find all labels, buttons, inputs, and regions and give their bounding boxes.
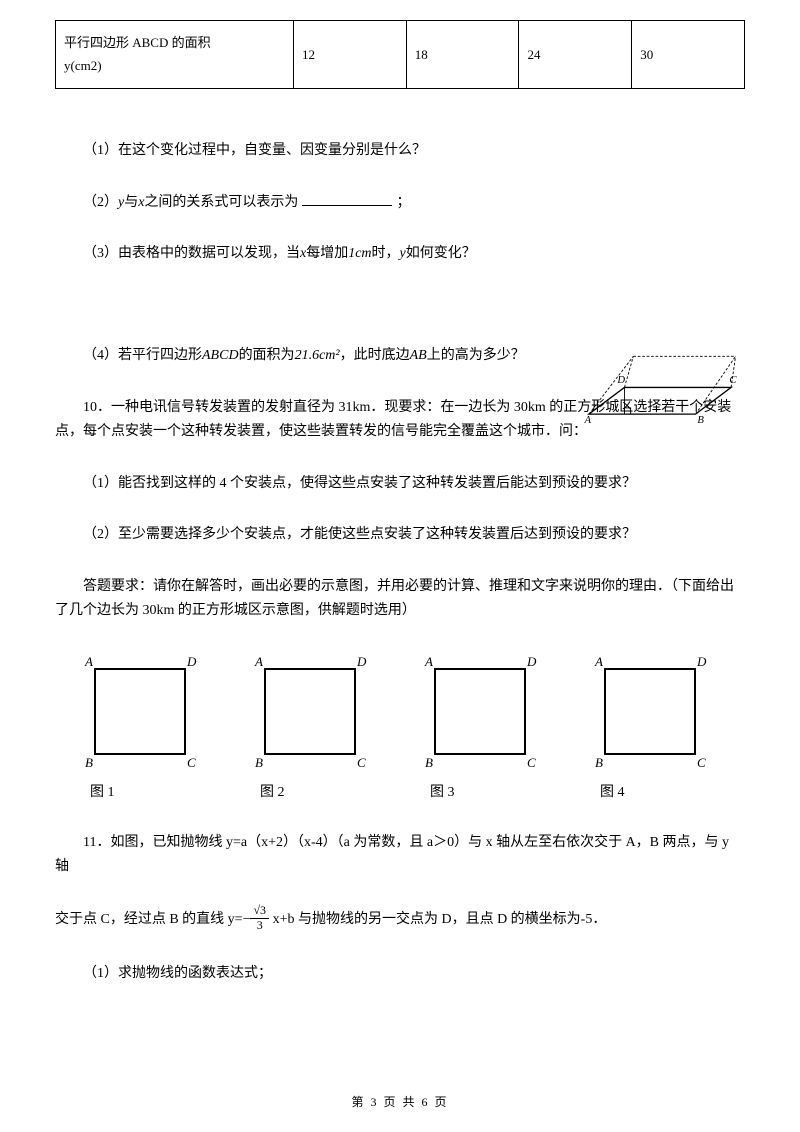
label-a: A	[84, 654, 93, 669]
var-ab: AB	[410, 348, 427, 363]
label-c: C	[187, 755, 196, 770]
q4-mid1: 的面积为	[239, 348, 295, 363]
value-cell: 12	[294, 21, 407, 89]
blank-line	[302, 192, 392, 206]
figure-labels-row: 图 1 图 2 图 3 图 4	[55, 781, 745, 801]
q4-mid2: ，此时底边	[340, 348, 410, 363]
q3-mid2: 时，	[372, 246, 400, 261]
label-d: D	[356, 654, 367, 669]
q3-pre: （3）由表格中的数据可以发现，当	[83, 246, 300, 261]
question-11-sub1: （1）求抛物线的函数表达式；	[55, 962, 745, 986]
label-c: C	[729, 375, 737, 386]
square-fig-4: A D B C	[585, 651, 715, 771]
page-footer: 第 3 页 共 6 页	[0, 1093, 800, 1110]
frac-bot: 3	[250, 919, 269, 932]
q2-post: ；	[396, 195, 410, 210]
fraction-sqrt3-3: √33	[250, 904, 269, 931]
fig-label-1: 图 1	[75, 781, 205, 801]
label-c: C	[697, 755, 706, 770]
label-c: C	[527, 755, 536, 770]
value-cell: 18	[406, 21, 519, 89]
label-a: A	[254, 654, 263, 669]
label-b: B	[595, 755, 603, 770]
question-1: （1）在这个变化过程中，自变量、因变量分别是什么？	[55, 139, 745, 163]
fig-label-4: 图 4	[585, 781, 715, 801]
q11-l2-post: x+b 与抛物线的另一交点为 D，且点 D 的横坐标为-5．	[269, 912, 606, 927]
square-fig-1: A D B C	[75, 651, 205, 771]
label-d: D	[526, 654, 537, 669]
area-table: 平行四边形 ABCD 的面积 y(cm2) 12 18 24 30	[55, 20, 745, 89]
squares-row: A D B C A D B C A D B C A D B C	[55, 651, 745, 771]
row-label-cell: 平行四边形 ABCD 的面积 y(cm2)	[56, 21, 294, 89]
fig-label-3: 图 3	[415, 781, 545, 801]
q3-post: 如何变化？	[406, 246, 476, 261]
question-10-note: 答题要求：请你在解答时，画出必要的示意图，并用必要的计算、推理和文字来说明你的理…	[55, 575, 745, 623]
q3-mid1: 每增加	[306, 246, 348, 261]
label-b: B	[255, 755, 263, 770]
label-c: C	[357, 755, 366, 770]
var-area: 21.6cm²	[295, 348, 340, 363]
question-2: （2）y与x之间的关系式可以表示为；	[55, 191, 745, 215]
row-label-line1: 平行四边形 ABCD 的面积	[64, 35, 211, 50]
label-a: A	[424, 654, 433, 669]
label-a: A	[583, 415, 591, 426]
q11-l2-pre: 交于点 C，经过点 B 的直线 y=−	[55, 912, 250, 927]
label-b: B	[697, 415, 704, 426]
value-cell: 24	[519, 21, 632, 89]
question-10-2: （2）至少需要选择多少个安装点，才能使这些点安装了这种转发装置后达到预设的要求？	[55, 523, 745, 547]
q2-mid1: 与	[124, 195, 138, 210]
value-cell: 30	[632, 21, 745, 89]
question-3: （3）由表格中的数据可以发现，当x每增加1cm时，y如何变化？	[55, 242, 745, 266]
square-fig-2: A D B C	[245, 651, 375, 771]
q4-pre: （4）若平行四边形	[83, 348, 202, 363]
label-a: A	[594, 654, 603, 669]
question-11-main: 11．如图，已知抛物线 y=a（x+2）（x-4）（a 为常数，且 a＞0）与 …	[55, 831, 745, 879]
row-label-line2: y(cm2)	[64, 58, 102, 73]
label-d: D	[696, 654, 707, 669]
var-inc: 1cm	[348, 246, 371, 261]
question-10-1: （1）能否找到这样的 4 个安装点，使得这些点安装了这种转发装置后能达到预设的要…	[55, 472, 745, 496]
square-fig-3: A D B C	[415, 651, 545, 771]
table-row: 平行四边形 ABCD 的面积 y(cm2) 12 18 24 30	[56, 21, 745, 89]
q4-post: 上的高为多少？	[427, 348, 525, 363]
label-b: B	[85, 755, 93, 770]
label-d: D	[616, 375, 625, 386]
fig-label-2: 图 2	[245, 781, 375, 801]
frac-top: √3	[250, 904, 269, 918]
q2-pre: （2）	[83, 195, 118, 210]
var-abcd: ABCD	[202, 348, 239, 363]
q2-mid2: 之间的关系式可以表示为	[144, 195, 298, 210]
label-d: D	[186, 654, 197, 669]
parallelogram-figure: A B C D	[580, 338, 740, 428]
label-b: B	[425, 755, 433, 770]
question-11-line2: 交于点 C，经过点 B 的直线 y=−√33 x+b 与抛物线的另一交点为 D，…	[55, 906, 745, 933]
